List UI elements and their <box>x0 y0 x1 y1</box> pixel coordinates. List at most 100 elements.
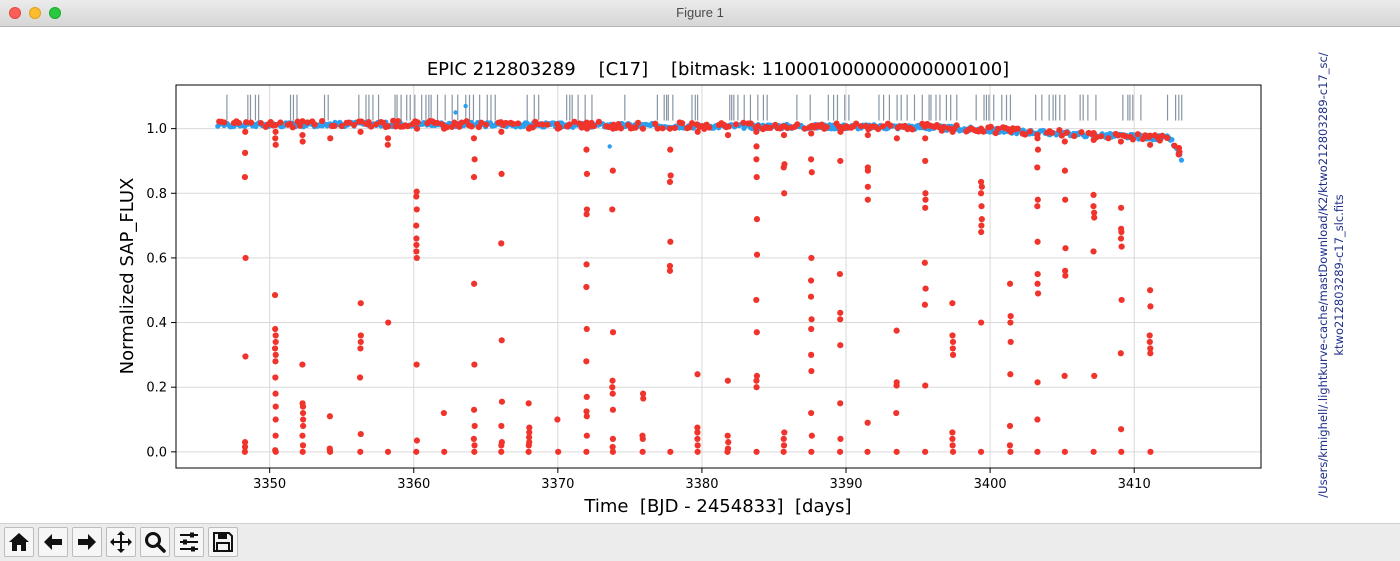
quality-flag-ticks <box>226 94 1183 121</box>
flagged-point <box>808 351 815 358</box>
flagged-point <box>780 448 787 455</box>
flagged-point <box>471 442 478 449</box>
flagged-point <box>221 119 228 126</box>
flagged-point <box>639 448 646 455</box>
flagged-point <box>837 316 844 323</box>
flagged-point <box>525 448 532 455</box>
flagged-point <box>470 406 478 413</box>
flagged-point <box>753 384 760 391</box>
flagged-point <box>909 126 916 133</box>
zoom-button[interactable] <box>140 527 170 557</box>
flagged-point <box>514 120 522 127</box>
flagged-point <box>1146 133 1153 140</box>
flagged-point <box>510 120 517 127</box>
flagged-point <box>300 422 307 430</box>
flagged-point <box>694 442 701 449</box>
flagged-point <box>413 448 420 455</box>
subplots-button[interactable] <box>174 527 204 557</box>
plot-frame <box>175 84 1262 469</box>
flagged-point <box>864 164 871 171</box>
flagged-point <box>949 442 956 449</box>
flagged-point <box>441 448 448 455</box>
flagged-point <box>922 448 929 455</box>
flagged-point <box>350 121 358 129</box>
flagged-point <box>808 409 815 417</box>
flagged-point <box>468 123 475 130</box>
flagged-point <box>1006 442 1014 449</box>
flagged-point <box>539 121 546 128</box>
flagged-point <box>1034 196 1041 203</box>
flagged-point <box>384 135 392 142</box>
flagged-point <box>780 435 787 443</box>
flagged-point <box>1129 136 1137 143</box>
flagged-point <box>694 448 701 455</box>
flagged-point <box>478 119 485 126</box>
flagged-point <box>414 119 421 126</box>
flagged-point <box>272 358 279 365</box>
flagged-point <box>781 190 788 197</box>
flagged-point <box>922 285 929 292</box>
minimize-window-button[interactable] <box>29 7 41 19</box>
save-button[interactable] <box>208 527 238 557</box>
flagged-point <box>1014 125 1021 132</box>
flagged-point <box>1115 132 1122 139</box>
home-button[interactable] <box>4 527 34 557</box>
flagged-point <box>385 123 392 130</box>
flagged-point <box>753 251 761 258</box>
flagged-point <box>666 262 674 270</box>
flagged-point <box>1061 372 1068 379</box>
flagged-point <box>978 216 985 223</box>
navigation-toolbar <box>0 523 1400 561</box>
figure-canvas[interactable]: 3350 3360 3370 3380 3390 3400 3410 0.0 0.2 0.4 0.6… <box>0 27 1400 523</box>
flagged-point <box>583 146 590 153</box>
flagged-point <box>978 125 985 132</box>
forward-button[interactable] <box>72 527 102 557</box>
flagged-point <box>879 123 887 130</box>
flagged-point <box>272 338 279 346</box>
flagged-point <box>1022 131 1029 138</box>
home-icon <box>9 533 29 551</box>
flagged-point <box>784 124 791 132</box>
flagged-point <box>272 325 279 333</box>
pan-button[interactable] <box>106 527 136 557</box>
flagged-point <box>1034 146 1042 153</box>
flagged-point <box>609 435 617 443</box>
flagged-point <box>667 238 674 245</box>
flagged-point <box>413 361 420 368</box>
flagged-point <box>1048 129 1056 136</box>
flagged-point <box>1147 303 1154 310</box>
flagged-point <box>609 206 616 213</box>
flagged-point <box>1105 135 1112 142</box>
flagged-point <box>356 374 364 381</box>
flagged-point <box>235 119 242 127</box>
flagged-point <box>978 222 985 229</box>
flagged-point <box>864 131 871 139</box>
close-window-button[interactable] <box>9 7 21 19</box>
flagged-point <box>922 190 929 197</box>
flagged-point <box>299 442 307 449</box>
normal-point <box>463 103 468 109</box>
flagged-point <box>583 432 590 439</box>
flagged-point <box>272 374 279 381</box>
back-button[interactable] <box>38 527 68 557</box>
flagged-point <box>384 141 391 148</box>
flagged-point <box>808 130 815 137</box>
flagged-point <box>1147 350 1154 357</box>
maximize-window-button[interactable] <box>49 7 61 19</box>
flagged-point <box>357 430 364 438</box>
flagged-point <box>753 174 760 181</box>
flagged-point <box>995 125 1002 132</box>
flagged-point <box>440 409 447 417</box>
flagged-point <box>1007 371 1014 378</box>
flagged-point <box>272 432 279 439</box>
flagged-point <box>272 447 279 454</box>
flagged-point <box>526 424 533 431</box>
flagged-point <box>241 149 249 156</box>
flagged-point <box>724 377 731 384</box>
flagged-point <box>299 448 306 455</box>
flagged-point <box>667 172 674 179</box>
flagged-point <box>694 429 701 436</box>
flagged-point <box>1071 132 1078 140</box>
flagged-point <box>1156 137 1163 144</box>
flagged-point <box>413 125 421 132</box>
